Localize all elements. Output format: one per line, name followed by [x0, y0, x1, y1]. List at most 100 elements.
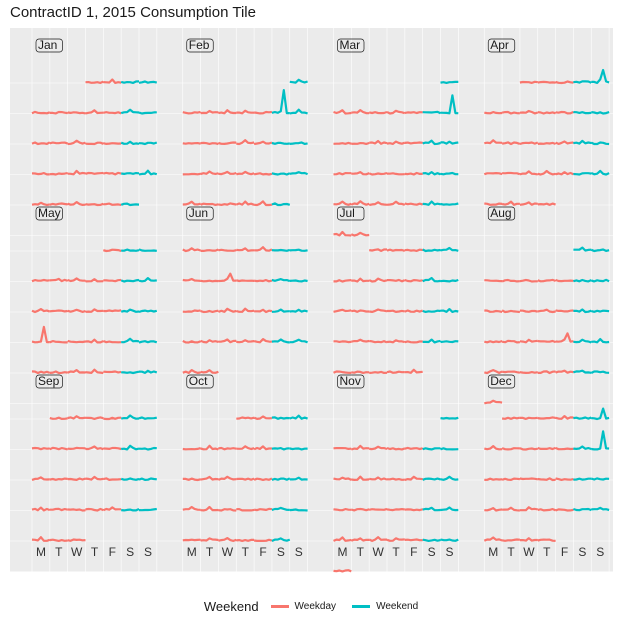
day-line: [484, 139, 503, 145]
x-tick-label: S: [578, 545, 586, 559]
day-line: [218, 536, 237, 543]
day-line: [200, 170, 219, 176]
day-line: [333, 230, 352, 237]
day-line: [85, 368, 104, 375]
day-line: [253, 110, 273, 115]
legend-entry-weekend: Weekend: [352, 601, 418, 612]
day-line: [537, 446, 556, 451]
day-line: [484, 110, 503, 115]
day-line: [121, 508, 140, 512]
day-line: [590, 169, 610, 176]
x-tick-label: W: [222, 545, 234, 559]
day-line: [591, 309, 610, 313]
day-line: [271, 202, 291, 207]
day-line: [404, 171, 423, 176]
chart-title: ContractID 1, 2015 Consumption Tile: [10, 4, 256, 21]
day-line: [120, 108, 140, 115]
day-line: [440, 171, 459, 176]
day-line: [422, 276, 441, 283]
day-line: [501, 538, 520, 542]
day-line: [484, 477, 503, 481]
legend-swatch-weekday: [270, 604, 289, 608]
day-line: [590, 248, 610, 253]
day-line: [289, 414, 308, 420]
day-line: [138, 277, 157, 283]
day-line: [236, 477, 255, 481]
day-line: [386, 508, 405, 512]
day-line: [253, 538, 273, 543]
day-line: [31, 278, 50, 283]
month-label: Jul: [340, 206, 355, 220]
day-line: [440, 246, 459, 252]
day-line: [85, 445, 104, 451]
day-line: [67, 415, 86, 420]
day-line: [218, 307, 237, 313]
day-line: [501, 477, 521, 481]
day-line: [369, 308, 388, 313]
month-label-box: [337, 38, 365, 53]
day-line: [350, 507, 370, 512]
day-line: [368, 277, 388, 283]
day-line: [103, 78, 122, 85]
day-line: [422, 538, 441, 543]
month-label-box: [186, 206, 214, 221]
day-line: [236, 109, 255, 115]
day-line: [289, 308, 308, 313]
day-line: [138, 248, 157, 252]
day-line: [404, 141, 423, 145]
day-line: [369, 370, 388, 375]
day-line: [386, 370, 405, 374]
day-line: [236, 170, 255, 176]
x-tick-label: S: [126, 545, 134, 559]
x-tick-label: T: [242, 545, 250, 559]
day-line: [138, 416, 157, 420]
day-line: [537, 538, 556, 542]
day-line: [236, 538, 255, 543]
day-line: [182, 340, 201, 344]
day-line: [537, 278, 556, 283]
day-line: [85, 416, 104, 420]
day-line: [271, 308, 290, 313]
day-line: [253, 338, 272, 344]
day-line: [200, 505, 219, 512]
day-line: [67, 277, 86, 283]
month-label: Mar: [340, 38, 361, 52]
day-line: [422, 309, 441, 313]
day-line: [484, 399, 503, 405]
month-label: Nov: [340, 374, 361, 388]
day-line: [31, 172, 50, 176]
day-line: [519, 141, 539, 146]
day-line: [138, 369, 158, 374]
day-line: [422, 506, 441, 512]
day-line: [182, 142, 201, 145]
day-line: [519, 278, 538, 283]
day-line: [49, 141, 69, 145]
day-line: [386, 537, 405, 542]
day-line: [271, 248, 291, 252]
day-line: [368, 172, 388, 176]
day-line: [333, 569, 352, 573]
day-line: [404, 368, 423, 374]
day-line: [555, 477, 574, 481]
day-line: [271, 172, 291, 176]
day-line: [182, 247, 201, 253]
day-line: [483, 172, 503, 176]
x-tick-label: W: [523, 545, 535, 559]
day-line: [404, 202, 423, 206]
day-line: [85, 80, 104, 85]
day-line: [590, 370, 610, 374]
day-line: [591, 111, 610, 115]
day-line: [573, 507, 592, 512]
day-line: [85, 475, 104, 481]
day-line: [236, 307, 255, 313]
day-line: [555, 446, 574, 451]
day-line: [440, 308, 459, 313]
day-line: [200, 279, 219, 283]
day-line: [138, 507, 157, 512]
day-line: [289, 78, 308, 84]
day-line: [555, 140, 574, 145]
day-line: [103, 248, 122, 253]
day-line: [537, 370, 556, 375]
day-line: [138, 169, 158, 176]
day-line: [31, 536, 51, 542]
